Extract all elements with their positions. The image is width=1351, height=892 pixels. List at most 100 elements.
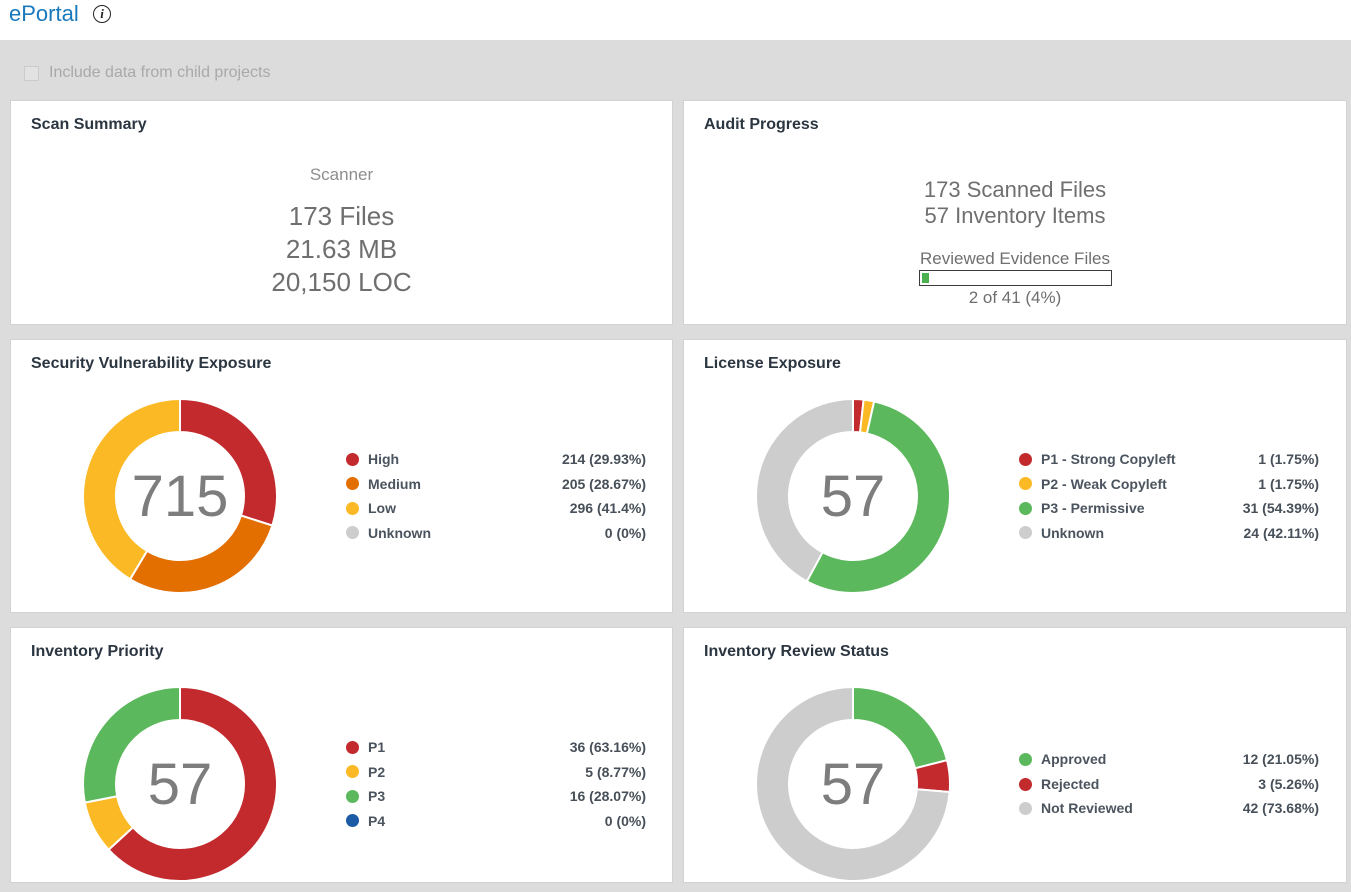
legend-item: Not Reviewed 42 (73.68%) xyxy=(1019,796,1319,821)
legend-item: Unknown 0 (0%) xyxy=(346,521,646,546)
legend-item: P1 - Strong Copyleft 1 (1.75%) xyxy=(1019,447,1319,472)
legend-value: 5 (8.77%) xyxy=(585,763,646,780)
legend-color-dot xyxy=(346,526,359,540)
security-legend: High 214 (29.93%) Medium 205 (28.67%) Low 296… xyxy=(346,447,646,545)
security-chart-area: 715 High 214 (29.93%) Medium 205 (28.67%) Lo… xyxy=(11,396,672,596)
panel-title: License Exposure xyxy=(704,355,841,372)
dashboard-background: Include data from child projects Scan Su… xyxy=(0,40,1351,892)
donut-segment[interactable] xyxy=(82,397,181,581)
legend-value: 16 (28.07%) xyxy=(569,788,646,804)
priority-donut-chart[interactable]: 57 xyxy=(80,684,280,882)
panel-title: Inventory Review Status xyxy=(704,643,889,660)
legend-value: 214 (29.93%) xyxy=(561,451,646,467)
legend-label: P2 xyxy=(368,763,386,780)
legend-item: Medium 205 (28.67%) xyxy=(346,472,646,497)
panel-grid: Scan Summary Scanner 173 Files 21.63 MB 20… xyxy=(10,100,1347,883)
legend-value: 296 (41.4%) xyxy=(569,500,646,516)
legend-color-dot xyxy=(1019,526,1032,540)
donut-segment[interactable] xyxy=(755,397,854,583)
page-title: ePortal xyxy=(9,1,79,26)
legend-item: P2 5 (8.77%) xyxy=(346,760,646,785)
donut-segment[interactable] xyxy=(107,685,278,882)
legend-color-dot xyxy=(1019,477,1032,491)
scan-stat-line: 21.63 MB xyxy=(285,234,398,264)
legend-color-dot xyxy=(346,477,359,491)
scanner-label: Scanner xyxy=(309,165,374,184)
donut-center-total: 57 xyxy=(148,752,213,817)
legend-item: P1 36 (63.16%) xyxy=(346,735,646,760)
security-vulnerability-panel: Security Vulnerability Exposure 715 High… xyxy=(10,339,673,613)
legend-item: Unknown 24 (42.11%) xyxy=(1019,521,1319,546)
panel-title: Scan Summary xyxy=(31,116,147,133)
include-child-projects-row: Include data from child projects xyxy=(24,64,270,82)
review-donut-chart[interactable]: 57 xyxy=(753,684,953,882)
legend-color-dot xyxy=(1019,501,1032,515)
legend-value: 36 (63.16%) xyxy=(569,739,646,755)
legend-label: P2 - Weak Copyleft xyxy=(1041,475,1167,492)
inventory-review-status-panel: Inventory Review Status 57 Approved 12 (2… xyxy=(683,627,1347,883)
security-donut-chart[interactable]: 715 xyxy=(80,396,280,596)
legend-item: Rejected 3 (5.26%) xyxy=(1019,772,1319,797)
legend-color-dot xyxy=(346,789,359,803)
progress-count-text: 2 of 41 (4%) xyxy=(968,288,1062,307)
legend-color-dot xyxy=(346,814,359,828)
legend-color-dot xyxy=(1019,777,1032,791)
panel-title: Security Vulnerability Exposure xyxy=(31,355,272,372)
legend-value: 3 (5.26%) xyxy=(1258,775,1319,792)
donut-segment[interactable] xyxy=(82,685,181,804)
legend-color-dot xyxy=(346,740,359,754)
donut-center-total: 715 xyxy=(132,464,229,529)
legend-color-dot xyxy=(346,765,359,779)
panel-title: Audit Progress xyxy=(704,116,819,133)
legend-label: P3 - Permissive xyxy=(1041,500,1145,516)
legend-item: P3 16 (28.07%) xyxy=(346,784,646,809)
inventory-priority-panel: Inventory Priority 57 P1 36 (63.16%) P2 5 (… xyxy=(10,627,673,883)
donut-center-total: 57 xyxy=(821,752,886,817)
priority-chart-area: 57 P1 36 (63.16%) P2 5 (8.77%) P3 16 (28.07%)… xyxy=(11,684,672,882)
legend-item: P2 - Weak Copyleft 1 (1.75%) xyxy=(1019,472,1319,497)
legend-label: Medium xyxy=(368,475,421,492)
legend-label: P3 xyxy=(368,788,386,804)
legend-value: 0 (0%) xyxy=(604,812,646,829)
legend-value: 31 (54.39%) xyxy=(1242,500,1319,516)
audit-stat-line: 173 Scanned Files xyxy=(923,177,1107,202)
legend-label: P1 xyxy=(368,739,386,755)
legend-label: Not Reviewed xyxy=(1041,800,1133,817)
audit-progress-content: 173 Scanned Files 57 Inventory Items Revi… xyxy=(684,177,1346,308)
include-child-projects-label: Include data from child projects xyxy=(49,64,271,81)
scan-stat-line: 173 Files xyxy=(288,201,395,231)
legend-value: 42 (73.68%) xyxy=(1242,800,1319,817)
donut-segment[interactable] xyxy=(805,400,952,595)
legend-label: Unknown xyxy=(1041,524,1104,541)
progress-fill xyxy=(921,273,929,283)
evidence-progress-bar xyxy=(918,270,1112,286)
legend-item: High 214 (29.93%) xyxy=(346,447,646,472)
scan-stat-line: 20,150 LOC xyxy=(271,267,412,297)
legend-value: 1 (1.75%) xyxy=(1258,475,1319,492)
legend-value: 24 (42.11%) xyxy=(1243,524,1320,541)
audit-lines: 173 Scanned Files 57 Inventory Items xyxy=(684,177,1346,229)
priority-legend: P1 36 (63.16%) P2 5 (8.77%) P3 16 (28.07%) P4 0… xyxy=(346,735,646,833)
license-exposure-panel: License Exposure 57 P1 - Strong Copyleft… xyxy=(683,339,1347,613)
legend-item: Approved 12 (21.05%) xyxy=(1019,747,1319,772)
legend-label: Unknown xyxy=(368,524,431,541)
info-icon[interactable]: i xyxy=(93,5,111,23)
legend-label: High xyxy=(368,451,400,467)
audit-stat-line: 57 Inventory Items xyxy=(924,203,1106,228)
legend-value: 205 (28.67%) xyxy=(561,475,646,492)
license-legend: P1 - Strong Copyleft 1 (1.75%) P2 - Weak C… xyxy=(1019,447,1319,545)
legend-color-dot xyxy=(1019,452,1032,466)
progress-label: Reviewed Evidence Files xyxy=(920,249,1110,268)
scan-stats: 173 Files 21.63 MB 20,150 LOC xyxy=(11,200,672,299)
panel-title: Inventory Priority xyxy=(31,643,164,660)
app-header: ePortal i xyxy=(0,0,1351,40)
scan-summary-content: Scanner 173 Files 21.63 MB 20,150 LOC xyxy=(11,165,672,299)
donut-segment[interactable] xyxy=(755,685,951,882)
license-donut-chart[interactable]: 57 xyxy=(753,396,953,596)
legend-value: 1 (1.75%) xyxy=(1258,451,1319,467)
include-child-projects-checkbox[interactable] xyxy=(24,65,39,81)
legend-item: P3 - Permissive 31 (54.39%) xyxy=(1019,496,1319,521)
legend-value: 0 (0%) xyxy=(604,524,646,541)
legend-color-dot xyxy=(346,452,359,466)
legend-label: Rejected xyxy=(1041,775,1100,792)
